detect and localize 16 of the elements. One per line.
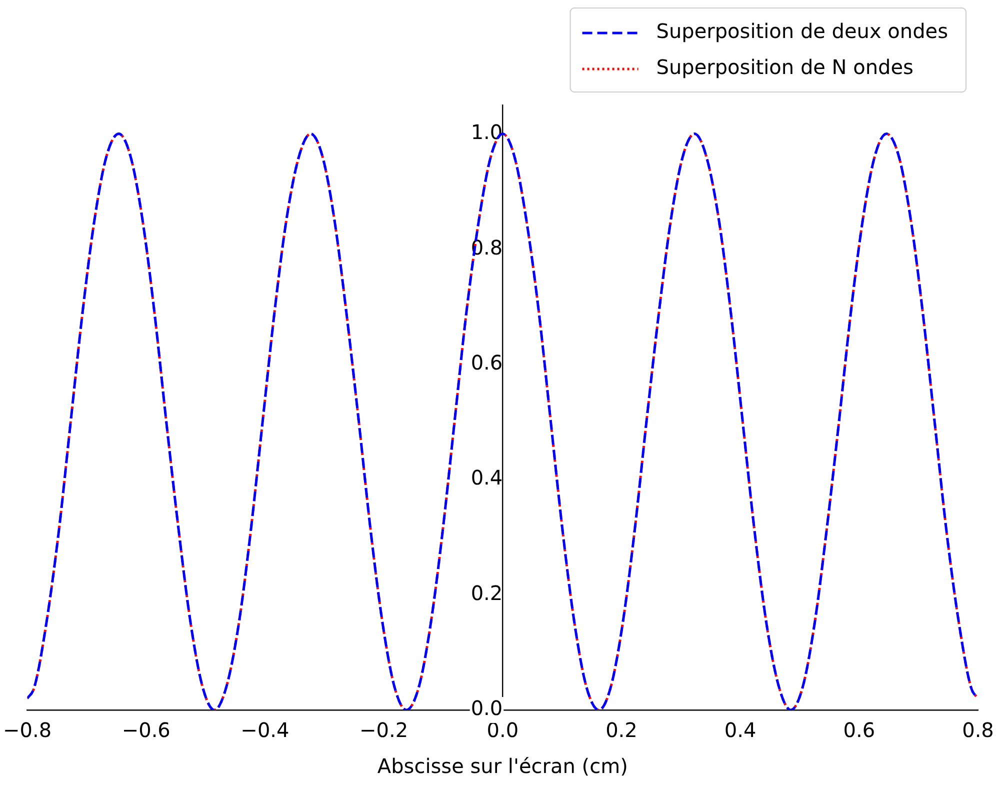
x-axis-title: Abscisse sur l'écran (cm) — [377, 754, 628, 778]
x-tick-label: 0.2 — [606, 718, 638, 742]
legend-label: Superposition de N ondes — [656, 55, 914, 80]
x-tick-label: 0.8 — [962, 718, 994, 742]
x-tick-label: 0.6 — [843, 718, 876, 742]
y-tick-label: 0.2 — [470, 580, 503, 605]
y-tick-label: 0.0 — [470, 696, 503, 720]
x-tick-label: −0.4 — [240, 718, 290, 742]
x-tick-label: −0.8 — [2, 718, 52, 742]
x-tick-label: 0.4 — [724, 718, 756, 742]
legend-label: Superposition de deux ondes — [656, 19, 948, 44]
x-tick-label: −0.2 — [360, 718, 408, 742]
y-tick-label: 0.6 — [470, 350, 503, 374]
x-tick-label: 0.0 — [486, 718, 519, 742]
y-tick-label: 0.4 — [470, 466, 503, 490]
x-tick-label: −0.6 — [122, 718, 170, 742]
